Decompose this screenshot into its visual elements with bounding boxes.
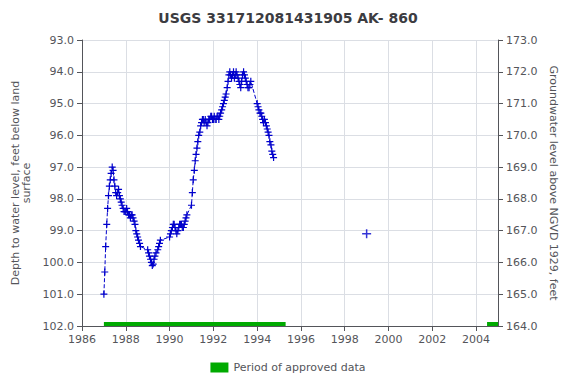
svg-text:172.0: 172.0 [506, 65, 538, 78]
svg-text:166.0: 166.0 [506, 256, 538, 269]
svg-text:Depth to water level, feet bel: Depth to water level, feet below land [8, 80, 22, 286]
svg-text:2000: 2000 [375, 333, 403, 346]
svg-text:171.0: 171.0 [506, 97, 538, 110]
svg-text:100.0: 100.0 [43, 256, 75, 269]
svg-text:1990: 1990 [156, 333, 184, 346]
svg-text:1996: 1996 [287, 333, 315, 346]
svg-text:1992: 1992 [199, 333, 227, 346]
svg-text:99.0: 99.0 [50, 224, 75, 237]
svg-text:168.0: 168.0 [506, 192, 538, 205]
svg-text:164.0: 164.0 [506, 320, 538, 333]
svg-text:165.0: 165.0 [506, 288, 538, 301]
svg-text:173.0: 173.0 [506, 34, 538, 47]
svg-text:170.0: 170.0 [506, 129, 538, 142]
svg-text:101.0: 101.0 [43, 288, 75, 301]
svg-text:93.0: 93.0 [50, 34, 75, 47]
svg-text:Period of approved data: Period of approved data [233, 361, 365, 374]
svg-text:97.0: 97.0 [50, 161, 75, 174]
svg-text:1986: 1986 [68, 333, 96, 346]
svg-text:1994: 1994 [243, 333, 271, 346]
svg-text:169.0: 169.0 [506, 161, 538, 174]
svg-text:Groundwater level above NGVD 1: Groundwater level above NGVD 1929, feet [547, 65, 560, 301]
svg-text:1998: 1998 [331, 333, 359, 346]
svg-text:167.0: 167.0 [506, 224, 538, 237]
svg-text:2004: 2004 [462, 333, 490, 346]
svg-text:96.0: 96.0 [50, 129, 75, 142]
svg-text:102.0: 102.0 [43, 320, 75, 333]
svg-text:95.0: 95.0 [50, 97, 75, 110]
svg-text:surface: surface [20, 162, 33, 203]
svg-text:2002: 2002 [418, 333, 446, 346]
svg-text:1988: 1988 [112, 333, 140, 346]
svg-text:USGS 331712081431905 AK- 860: USGS 331712081431905 AK- 860 [158, 10, 418, 26]
svg-text:94.0: 94.0 [50, 65, 75, 78]
svg-text:98.0: 98.0 [50, 192, 75, 205]
